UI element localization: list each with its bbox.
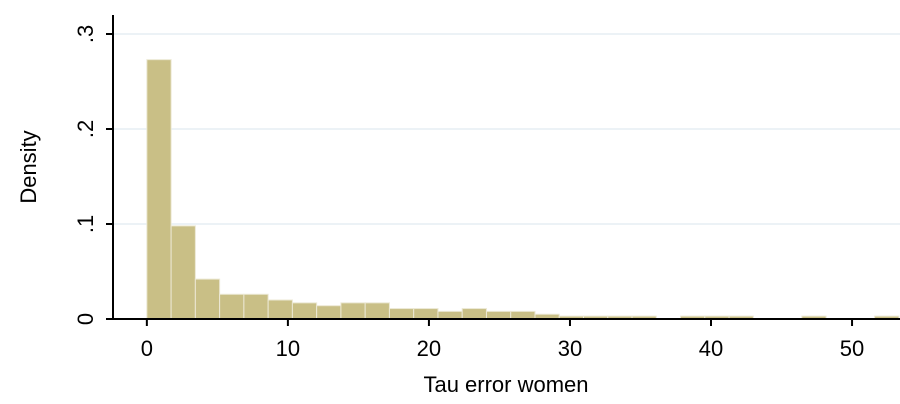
- y-tick-label: .2: [73, 120, 98, 138]
- x-tick-label: 50: [840, 336, 864, 361]
- bar: [437, 310, 463, 320]
- x-tick-label: 30: [558, 336, 582, 361]
- x-tick-label: 20: [417, 336, 441, 361]
- bar: [364, 302, 390, 320]
- y-tick-label: 0: [73, 313, 98, 325]
- x-tick-label: 0: [141, 336, 153, 361]
- x-tick-label: 10: [276, 336, 300, 361]
- bar: [267, 299, 293, 320]
- y-tick-label: .3: [73, 25, 98, 43]
- y-tick-label: .1: [73, 215, 98, 233]
- x-axis-label: Tau error women: [423, 372, 588, 397]
- bar: [485, 310, 512, 320]
- x-tick-label: 40: [699, 336, 723, 361]
- bar: [316, 305, 342, 320]
- bar: [219, 293, 245, 320]
- bar: [388, 308, 415, 320]
- bar: [510, 310, 536, 320]
- y-axis-label: Density: [16, 130, 41, 203]
- bar: [243, 293, 269, 320]
- bar: [461, 308, 487, 320]
- bar: [194, 278, 221, 320]
- bar: [146, 59, 172, 320]
- bar: [291, 302, 318, 320]
- bar: [170, 225, 196, 320]
- bar: [413, 308, 439, 320]
- bar: [340, 302, 366, 320]
